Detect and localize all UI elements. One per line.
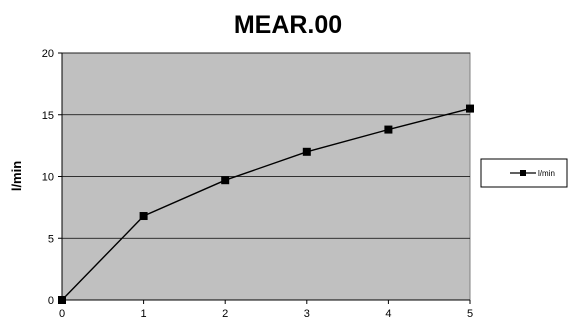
x-tick-label: 3 [304, 308, 310, 320]
data-point-marker [58, 296, 66, 304]
data-point-marker [139, 212, 148, 221]
legend-marker-swatch [520, 170, 526, 176]
y-tick-label: 15 [42, 110, 54, 122]
data-point-marker [384, 125, 393, 134]
x-tick-label: 1 [141, 308, 147, 320]
x-tick-labels: 0 1 2 3 4 5 [59, 308, 473, 320]
y-axis-label: l/min [9, 161, 24, 191]
data-point-marker [221, 176, 230, 185]
y-tick-labels: 0 5 10 15 20 [42, 48, 54, 307]
y-tick-label: 0 [48, 295, 54, 307]
legend: l/min [480, 158, 568, 188]
y-tick-label: 10 [42, 172, 54, 184]
y-tick-label: 5 [48, 233, 54, 245]
x-tick-label: 0 [59, 308, 65, 320]
x-tick-label: 2 [222, 308, 228, 320]
x-tick-label: 4 [385, 308, 391, 320]
chart-title: MEAR.00 [234, 11, 342, 39]
y-tick-label: 20 [42, 48, 54, 60]
series-line-0 [61, 107, 471, 301]
x-tick-label: 5 [467, 308, 473, 320]
data-point-marker [466, 104, 474, 113]
series-layer [58, 104, 474, 304]
legend-label: l/min [538, 169, 555, 178]
gridlines [62, 52, 470, 239]
data-point-marker [302, 147, 311, 156]
